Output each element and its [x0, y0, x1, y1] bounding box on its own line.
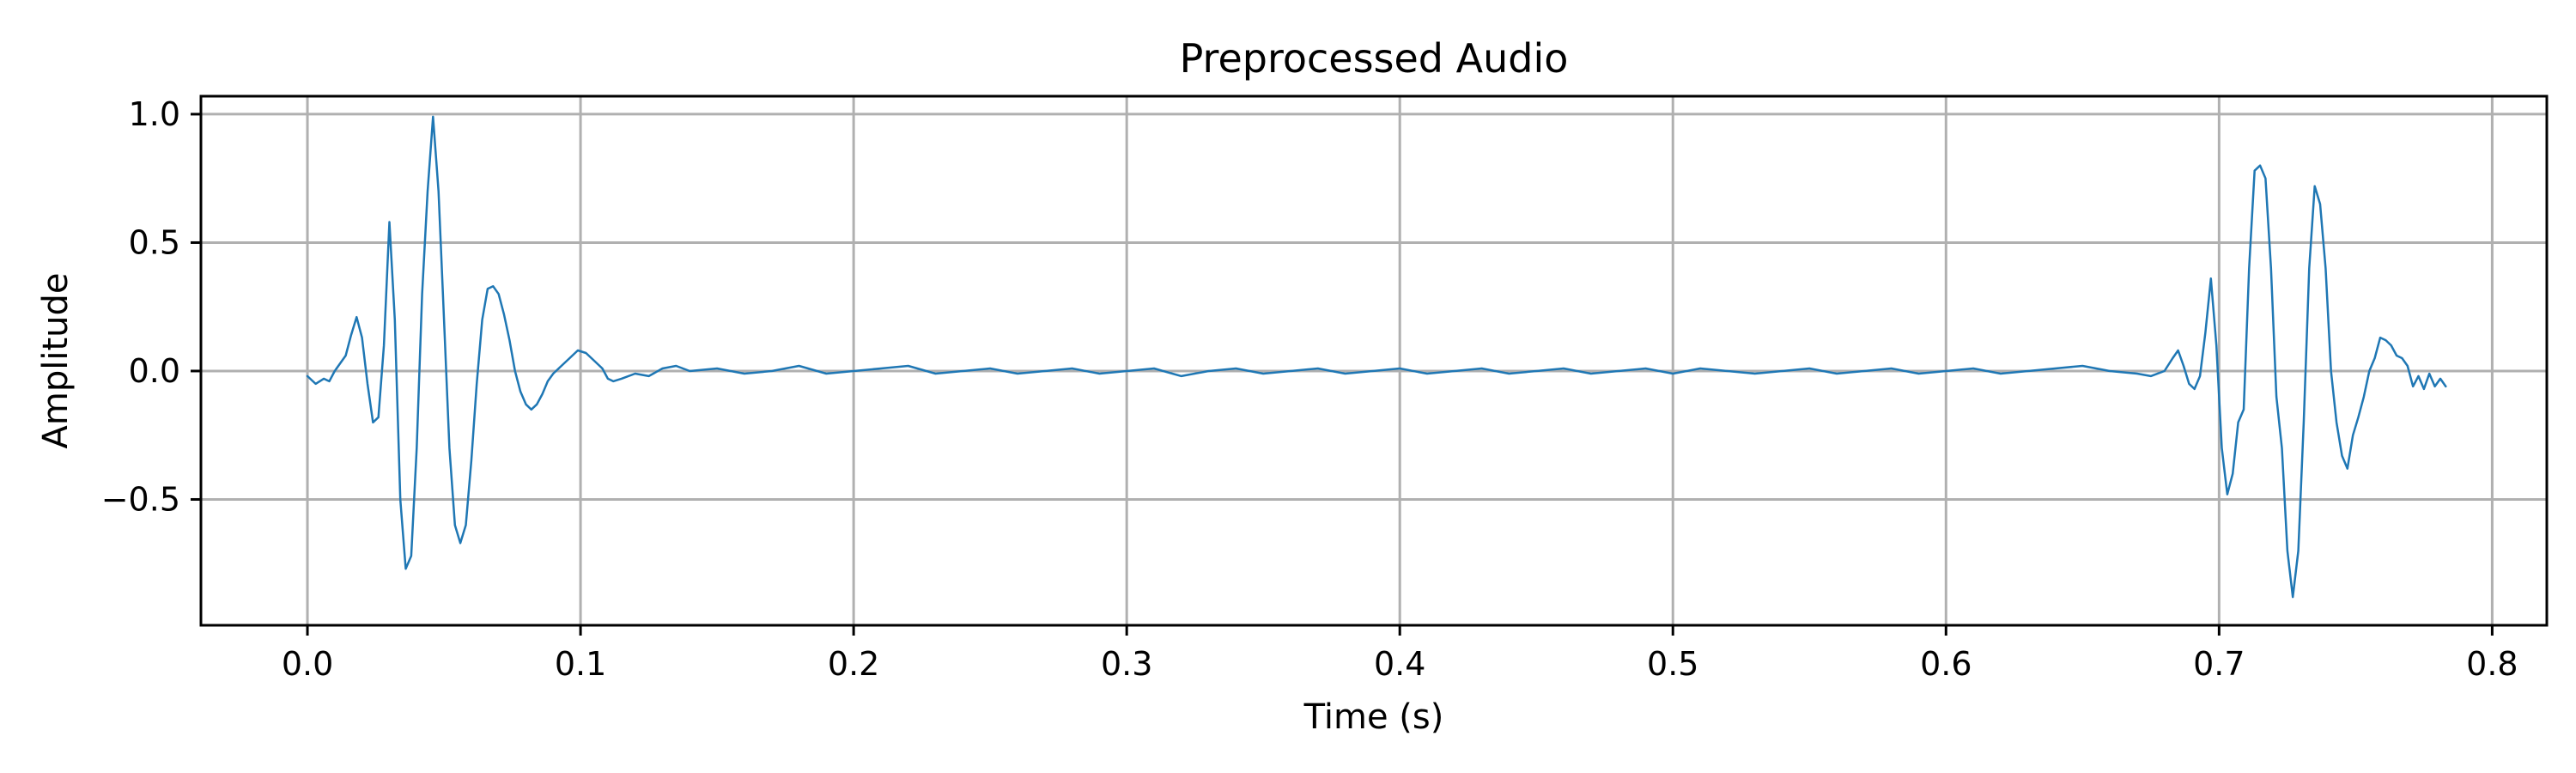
x-tick-label: 0.8 — [2466, 645, 2518, 683]
x-axis-label: Time (s) — [1303, 697, 1444, 737]
x-tick-label: 0.5 — [1647, 645, 1698, 683]
y-tick-label: 0.0 — [129, 352, 180, 390]
x-tick-label: 0.7 — [2193, 645, 2245, 683]
waveform-series-line — [306, 115, 2447, 599]
plot-frame — [199, 94, 2549, 627]
y-axis-label: Amplitude — [36, 273, 76, 449]
tick-layer: 0.0 0.1 0.2 0.3 0.4 0.5 0.6 0.7 0.8 1.0 0.5 0.0 −0.5 — [101, 95, 2518, 683]
x-tick-label: 0.6 — [1920, 645, 1971, 683]
x-tick-label: 0.0 — [282, 645, 333, 683]
x-tick-label: 0.3 — [1101, 645, 1152, 683]
x-tick-label: 0.2 — [828, 645, 879, 683]
series-layer — [306, 115, 2447, 599]
y-tick-label: −0.5 — [101, 480, 180, 518]
y-tick-label: 0.5 — [129, 223, 180, 261]
grid-layer — [201, 96, 2547, 625]
chart-title: Preprocessed Audio — [1180, 35, 1569, 82]
y-tick-label: 1.0 — [129, 95, 180, 133]
x-tick-label: 0.4 — [1374, 645, 1425, 683]
x-tick-label: 0.1 — [555, 645, 606, 683]
